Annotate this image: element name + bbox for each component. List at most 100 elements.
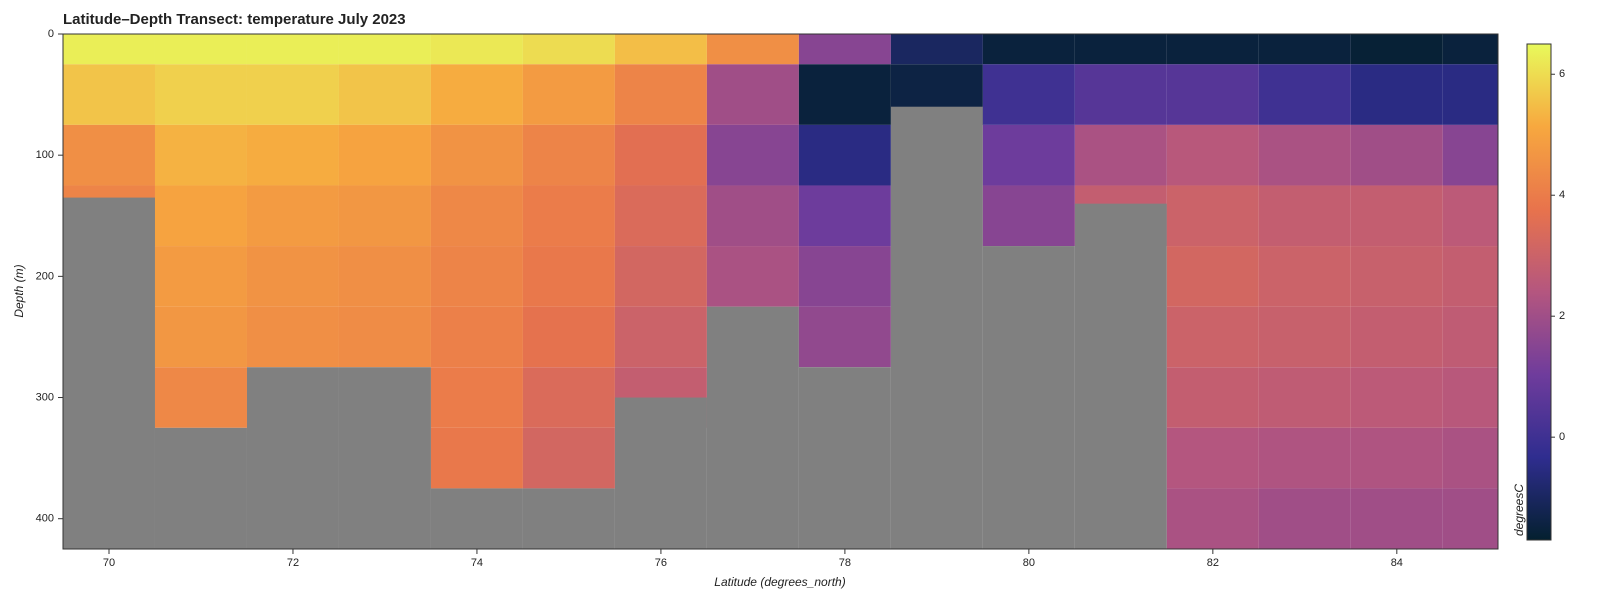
heatmap-cell	[246, 34, 339, 65]
heatmap-cell	[1166, 124, 1259, 186]
heatmap-cell	[798, 185, 891, 247]
y-tick-label: 0	[48, 28, 54, 40]
seafloor	[63, 197, 155, 549]
heatmap-cell	[982, 185, 1075, 247]
heatmap-cell	[522, 64, 615, 125]
heatmap-cell	[63, 34, 155, 65]
y-tick-label: 100	[36, 149, 54, 161]
seafloor	[890, 106, 983, 550]
heatmap-cell	[982, 34, 1075, 65]
seafloor	[430, 488, 523, 549]
heatmap-cell	[890, 34, 983, 65]
heatmap-cell	[1442, 246, 1498, 307]
heatmap-cell	[1166, 34, 1259, 65]
heatmap-cell	[1166, 246, 1259, 307]
x-tick-label: 72	[287, 557, 299, 569]
heatmap-cell	[1350, 185, 1443, 247]
x-tick-label: 70	[103, 557, 115, 569]
heatmap-cell	[246, 306, 339, 368]
chart-title: Latitude–Depth Transect: temperature Jul…	[63, 11, 406, 28]
colorbar-tick-label: 0	[1559, 431, 1565, 443]
heatmap-cell	[154, 367, 247, 428]
x-axis-label: Latitude (degrees_north)	[714, 575, 845, 589]
heatmap-cell	[1350, 64, 1443, 125]
heatmap-cell	[982, 64, 1075, 125]
heatmap-cell	[798, 124, 891, 186]
heatmap-cell	[706, 64, 799, 125]
y-tick-label: 200	[36, 270, 54, 282]
heatmap-cell	[246, 64, 339, 125]
heatmap-cell	[154, 64, 247, 125]
heatmap-cell	[1258, 306, 1351, 368]
heatmap-cell	[982, 124, 1075, 186]
heatmap-cell	[1166, 185, 1259, 247]
heatmap-cell	[614, 34, 707, 65]
heatmap-cell	[798, 306, 891, 368]
heatmap-cell	[1350, 124, 1443, 186]
heatmap-cell	[1442, 64, 1498, 125]
heatmap-cell	[614, 306, 707, 368]
heatmap-cell	[1166, 427, 1259, 489]
heatmap-cell	[1166, 64, 1259, 125]
heatmap-cell	[1442, 367, 1498, 428]
heatmap-cell	[1258, 124, 1351, 186]
heatmap-cell	[1258, 185, 1351, 247]
heatmap-cell	[338, 246, 431, 307]
heatmap-cell	[614, 185, 707, 247]
heatmap-cell	[522, 306, 615, 368]
heatmap-cell	[798, 64, 891, 125]
heatmap-cell	[430, 427, 523, 489]
x-tick-label: 82	[1207, 557, 1219, 569]
heatmap-cell	[706, 246, 799, 307]
heatmap-cell	[338, 34, 431, 65]
heatmap-cell	[1258, 64, 1351, 125]
heatmap-cell	[1442, 427, 1498, 489]
heatmap-cell	[1166, 488, 1259, 549]
seafloor	[982, 246, 1075, 549]
heatmap-cell	[1442, 306, 1498, 368]
heatmap-cell	[338, 64, 431, 125]
heatmap-cell	[522, 185, 615, 247]
heatmap-cell	[154, 34, 247, 65]
heatmap-cell	[338, 306, 431, 368]
heatmap-cell	[1442, 488, 1498, 549]
heatmap-cell	[706, 34, 799, 65]
heatmap-cell	[1350, 306, 1443, 368]
x-tick-label: 78	[839, 557, 851, 569]
x-tick-label: 76	[655, 557, 667, 569]
heatmap-cell	[1350, 367, 1443, 428]
colorbar-label: degreesC	[1512, 484, 1526, 536]
y-tick-label: 300	[36, 391, 54, 403]
heatmap-cell	[706, 185, 799, 247]
seafloor	[154, 427, 247, 549]
heatmap-cell	[1258, 488, 1351, 549]
heatmap-cell	[430, 124, 523, 186]
seafloor	[798, 367, 891, 549]
y-tick-label: 400	[36, 513, 54, 525]
heatmap-cell	[430, 306, 523, 368]
heatmap-cell	[522, 246, 615, 307]
x-tick-label: 84	[1391, 557, 1403, 569]
heatmap-cell	[522, 34, 615, 65]
heatmap-cell	[614, 246, 707, 307]
heatmap-cell	[1442, 34, 1498, 65]
heatmap-cell	[430, 367, 523, 428]
heatmap-cell	[246, 185, 339, 247]
heatmap-cell	[154, 185, 247, 247]
heatmap-cell	[430, 246, 523, 307]
heatmap-cell	[522, 124, 615, 186]
heatmap-cell	[338, 124, 431, 186]
heatmap-cell	[1350, 34, 1443, 65]
heatmap-cell	[522, 427, 615, 489]
heatmap-cell	[246, 124, 339, 186]
heatmap-cell	[522, 367, 615, 428]
heatmap-cell	[1258, 246, 1351, 307]
seafloor	[614, 397, 707, 549]
heatmap-cell	[246, 246, 339, 307]
colorbar-tick-label: 6	[1559, 68, 1565, 80]
seafloor	[522, 488, 615, 549]
heatmap-cell	[614, 124, 707, 186]
heatmap-cell	[1442, 185, 1498, 247]
y-axis-label: Depth (m)	[12, 264, 26, 317]
heatmap-cell	[1350, 488, 1443, 549]
